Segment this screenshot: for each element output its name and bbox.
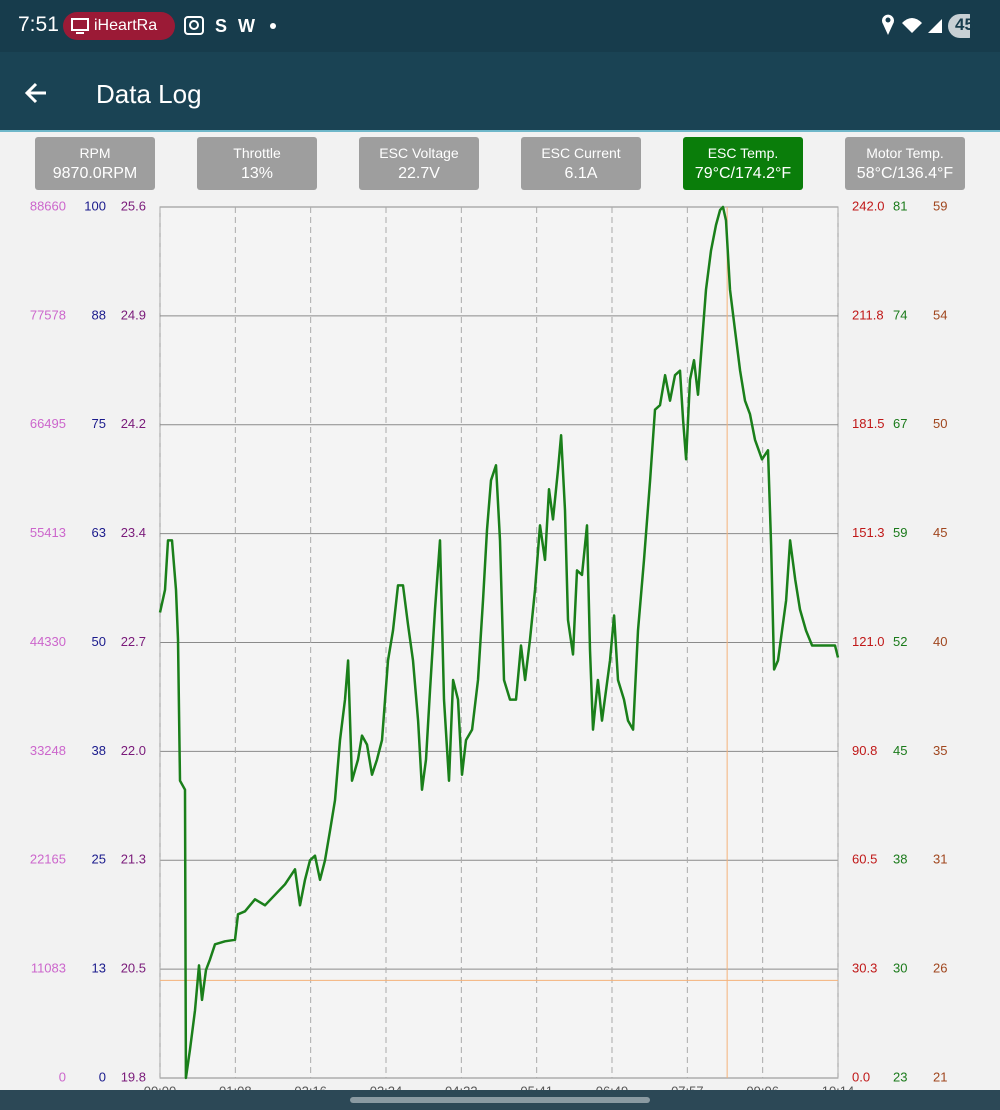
y-tick-label: 26	[933, 961, 947, 976]
y-tick-label: 45	[933, 525, 947, 540]
y-tick-label: 60.5	[852, 852, 877, 867]
y-tick-label: 81	[893, 198, 907, 213]
y-tick-label: 31	[933, 852, 947, 867]
y-tick-label: 151.3	[852, 525, 885, 540]
y-tick-label: 22.0	[121, 743, 146, 758]
navigation-bar	[0, 1090, 1000, 1110]
home-handle[interactable]	[350, 1097, 650, 1103]
y-tick-label: 23.4	[121, 525, 146, 540]
y-tick-label: 30	[893, 961, 907, 976]
metric-tile[interactable]: Throttle 13%	[197, 137, 317, 190]
notification-chip[interactable]: iHeartRa	[63, 12, 175, 40]
y-tick-label: 21.3	[121, 852, 146, 867]
y-tick-label: 38	[893, 852, 907, 867]
app-title: Data Log	[96, 79, 202, 109]
y-tick-label: 242.0	[852, 198, 885, 213]
y-tick-label: 90.8	[852, 743, 877, 758]
system-icons	[882, 14, 970, 38]
notification-text: iHeartRa	[94, 17, 158, 34]
tile-value: 9870.0RPM	[52, 165, 138, 182]
y-tick-label: 59	[893, 525, 907, 540]
tile-label: ESC Voltage	[379, 145, 459, 161]
battery-level: 45	[955, 15, 974, 34]
svg-text:W: W	[238, 16, 255, 36]
y-tick-label: 55413	[30, 525, 66, 540]
y-tick-label: 0.0	[852, 1069, 870, 1084]
app-bar: Data Log	[0, 52, 1000, 132]
metric-tile[interactable]: ESC Voltage 22.7V	[359, 137, 479, 190]
y-tick-label: 24.9	[121, 307, 146, 322]
tile-label: ESC Current	[541, 145, 621, 161]
back-button[interactable]	[22, 78, 52, 108]
y-tick-label: 24.2	[121, 416, 146, 431]
status-bar: 7:51 iHeartRa S W 45	[0, 0, 1000, 52]
y-tick-label: 33248	[30, 743, 66, 758]
y-tick-label: 75	[92, 416, 106, 431]
tile-value: 79°C/174.2°F	[694, 165, 792, 182]
tile-value: 6.1A	[564, 165, 598, 182]
y-tick-label: 35	[933, 743, 947, 758]
y-tick-label: 54	[933, 307, 947, 322]
svg-text:S: S	[215, 16, 227, 36]
tile-label: Throttle	[233, 145, 281, 161]
y-tick-label: 63	[92, 525, 106, 540]
y-tick-label: 30.3	[852, 961, 877, 976]
y-tick-label: 22165	[30, 852, 66, 867]
y-tick-label: 20.5	[121, 961, 146, 976]
y-tick-label: 21	[933, 1069, 947, 1084]
y-tick-label: 40	[933, 634, 947, 649]
y-tick-label: 0	[99, 1069, 106, 1084]
y-tick-label: 100	[84, 198, 106, 213]
data-line	[158, 205, 840, 1080]
y-tick-label: 25.6	[121, 198, 146, 213]
y-tick-label: 211.8	[852, 307, 884, 322]
y-tick-label: 74	[893, 307, 907, 322]
y-tick-label: 181.5	[852, 416, 885, 431]
y-tick-label: 23	[893, 1069, 907, 1084]
tile-label: Motor Temp.	[866, 145, 944, 161]
y-tick-label: 19.8	[121, 1069, 146, 1084]
y-tick-label: 88	[92, 307, 106, 322]
y-tick-label: 52	[893, 634, 907, 649]
y-tick-label: 50	[933, 416, 947, 431]
plot-area	[159, 206, 839, 1079]
y-tick-label: 11083	[31, 961, 66, 976]
y-tick-label: 0	[59, 1069, 66, 1084]
y-tick-label: 25	[92, 852, 106, 867]
y-tick-label: 67	[893, 416, 907, 431]
status-icons: S W	[184, 16, 276, 36]
y-tick-label: 38	[92, 743, 106, 758]
y-tick-label: 44330	[30, 634, 66, 649]
y-tick-label: 77578	[30, 307, 66, 322]
y-tick-label: 59	[933, 198, 947, 213]
y-tick-label: 88660	[30, 198, 66, 213]
y-tick-label: 22.7	[121, 634, 146, 649]
cast-icon	[71, 18, 89, 34]
y-tick-label: 121.0	[852, 634, 885, 649]
metric-tile[interactable]: Motor Temp. 58°C/136.4°F	[845, 137, 965, 190]
clock: 7:51	[18, 13, 59, 36]
y-tick-label: 45	[893, 743, 907, 758]
metric-tile[interactable]: ESC Temp. 79°C/174.2°F	[683, 137, 803, 190]
tile-value: 13%	[240, 165, 274, 182]
tile-value: 22.7V	[398, 165, 440, 182]
metric-tile[interactable]: RPM 9870.0RPM	[35, 137, 155, 190]
tile-label: ESC Temp.	[707, 145, 779, 161]
y-tick-label: 13	[92, 961, 106, 976]
y-tick-label: 66495	[30, 416, 66, 431]
tile-label: RPM	[79, 145, 111, 161]
metric-tile[interactable]: ESC Current 6.1A	[521, 137, 641, 190]
tile-value: 58°C/136.4°F	[856, 165, 954, 182]
y-tick-label: 50	[92, 634, 106, 649]
